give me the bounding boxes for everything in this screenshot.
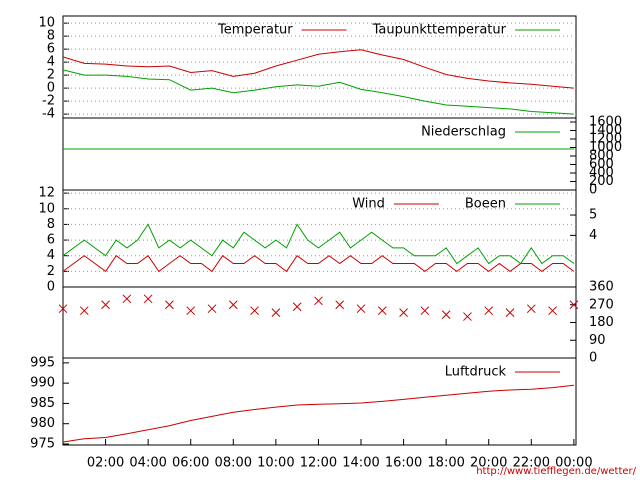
cross-marker (228, 300, 238, 310)
x-tick-label: 22:00 (513, 456, 550, 471)
x-tick-label: 10:00 (257, 456, 294, 471)
series-line (62, 223, 575, 265)
legend-label: Boeen (465, 197, 506, 212)
cross-marker (79, 306, 89, 316)
y-tick-label: 6 (47, 233, 55, 248)
x-tick-label: 08:00 (215, 456, 252, 471)
cross-marker (207, 304, 217, 314)
legend-label: Temperatur (217, 23, 293, 38)
cross-marker (420, 306, 430, 316)
y2-tick-label: 360 (589, 280, 614, 295)
y2-tick-label: 1600 (589, 114, 622, 129)
series-line (62, 49, 574, 89)
x-tick-label: 20:00 (470, 456, 507, 471)
cross-marker (356, 304, 366, 314)
y2-tick-label: 4 (589, 228, 597, 243)
y-tick-label: 6 (47, 42, 55, 57)
cross-marker (441, 310, 451, 319)
y2-tick-label: 800 (589, 148, 614, 163)
y-tick-label: 2 (47, 68, 55, 83)
legend-label: Wind (352, 197, 385, 212)
y2-tick-label: 5 (589, 208, 597, 223)
cross-marker (377, 306, 387, 316)
y-tick-label: 10 (38, 16, 55, 31)
y-tick-label: 10 (38, 201, 55, 216)
y2-tick-label: 0 (589, 183, 597, 198)
y-tick-label: 0 (47, 280, 55, 295)
y2-tick-label: 180 (589, 315, 614, 330)
cross-marker (250, 306, 259, 316)
y-tick-label: 4 (47, 248, 55, 263)
y-tick-label: 8 (47, 29, 55, 44)
cross-marker (399, 308, 408, 317)
x-tick-label: 16:00 (385, 456, 422, 471)
y-tick-label: -2 (42, 94, 55, 109)
y-tick-label: 2 (47, 264, 55, 279)
y2-tick-label: 90 (589, 333, 606, 348)
cross-marker (165, 300, 174, 310)
x-tick-label: 14:00 (342, 456, 379, 471)
cross-marker (569, 300, 579, 310)
y2-tick-label: 600 (589, 157, 614, 172)
footer-link: http://www.tiefflegen.de/wetter/ (476, 466, 636, 477)
legend-label: Luftdruck (445, 365, 507, 380)
cross-marker (58, 304, 68, 314)
x-tick-label: 06:00 (172, 456, 209, 471)
y-tick-label: 0 (47, 81, 55, 96)
legend-label: Taupunkttemperatur (372, 23, 507, 38)
y-tick-label: -4 (42, 107, 55, 122)
legend-label: Niederschlag (421, 125, 506, 140)
y-tick-label: 8 (47, 217, 55, 232)
x-tick-label: 12:00 (300, 456, 337, 471)
cross-marker (505, 308, 515, 317)
y2-tick-label: 1200 (589, 131, 622, 146)
cross-marker (101, 300, 110, 310)
x-tick-label: 00:00 (555, 456, 592, 471)
cross-marker (335, 300, 345, 310)
panel-frame (62, 286, 577, 359)
y2-tick-label: 270 (589, 297, 614, 312)
y-tick-label: 4 (47, 55, 55, 70)
cross-marker (548, 306, 557, 316)
y-tick-label: 995 (30, 355, 55, 370)
cross-marker (143, 294, 153, 304)
cross-marker (271, 308, 281, 317)
series-line (62, 384, 574, 443)
x-tick-label: 02:00 (87, 456, 124, 471)
cross-marker (526, 304, 536, 314)
y-tick-label: 985 (30, 396, 55, 411)
cross-marker (484, 306, 494, 316)
y-tick-label: 12 (38, 186, 55, 201)
x-tick-label: 04:00 (129, 456, 166, 471)
x-tick-label: 18:00 (427, 456, 464, 471)
y-tick-label: 990 (30, 376, 55, 391)
cross-marker (463, 312, 472, 321)
panel-frame (62, 357, 577, 446)
y2-tick-label: 1400 (589, 123, 622, 138)
cross-marker (122, 294, 132, 304)
cross-marker (314, 296, 323, 306)
y2-tick-label: 1000 (589, 140, 622, 155)
series-line (62, 254, 575, 273)
y2-tick-label: 0 (589, 351, 597, 366)
y-tick-label: 975 (30, 436, 55, 451)
cross-marker (292, 302, 302, 312)
y-tick-label: 980 (30, 416, 55, 431)
series-line (62, 69, 574, 115)
y2-tick-label: 200 (589, 174, 614, 189)
cross-marker (186, 306, 196, 316)
y2-tick-label: 400 (589, 165, 614, 180)
